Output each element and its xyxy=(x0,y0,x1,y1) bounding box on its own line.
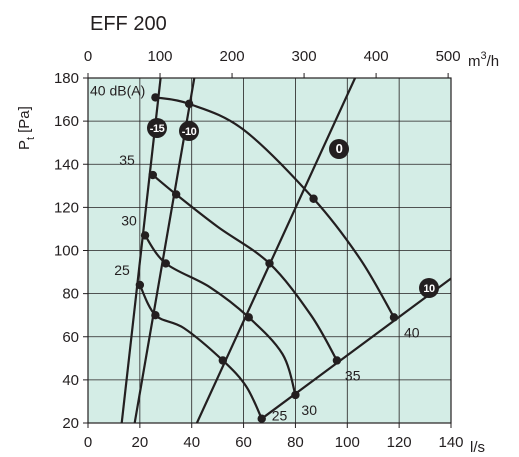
x-tick-label: 40 xyxy=(183,434,200,451)
top-tick-label: 500 xyxy=(436,48,461,65)
top-tick-label: 200 xyxy=(220,48,245,65)
data-point xyxy=(218,356,228,365)
y-tick-label: 120 xyxy=(54,199,79,216)
data-point xyxy=(184,99,194,109)
sound-label-35-right: 35 xyxy=(345,367,361,383)
data-point xyxy=(148,170,158,180)
badge-minus15 xyxy=(147,118,167,138)
x-axis-unit-label: l/s xyxy=(470,439,485,456)
top-tick-label: 400 xyxy=(364,48,389,65)
x-tick-label: 20 xyxy=(132,434,149,451)
sound-label-40: 40 dB(A) xyxy=(90,82,145,98)
badge-minus10-label: -10 xyxy=(182,126,197,138)
y-axis-label: Pt[Pa] xyxy=(16,106,37,150)
top-axis-unit-label: m3/h xyxy=(468,50,499,70)
data-point xyxy=(151,310,160,320)
y-tick-label: 180 xyxy=(54,70,79,87)
badge-0-label: 0 xyxy=(336,141,343,156)
data-point xyxy=(151,93,160,102)
chart-title: EFF 200 xyxy=(90,13,167,35)
sound-label-40-right: 40 xyxy=(404,324,420,340)
sound-label-35-left: 35 xyxy=(119,152,135,168)
y-tick-label: 160 xyxy=(54,113,79,130)
x-tick-label: 120 xyxy=(387,434,412,451)
data-point xyxy=(389,313,399,322)
data-point xyxy=(140,231,150,240)
top-tick-label: 300 xyxy=(292,48,317,65)
sound-label-30-right: 30 xyxy=(301,402,317,418)
data-point xyxy=(244,313,253,322)
y-tick-label: 100 xyxy=(54,243,79,260)
badge-10 xyxy=(419,278,439,298)
badge-0 xyxy=(329,139,349,159)
badge-minus10 xyxy=(179,121,199,141)
data-point xyxy=(309,194,318,203)
sound-label-30-left: 30 xyxy=(121,212,137,228)
system-curve-2 xyxy=(195,78,357,423)
data-point xyxy=(332,356,342,365)
sound-label-25-left: 25 xyxy=(114,262,130,278)
data-point xyxy=(257,414,266,423)
top-tick-label: 0 xyxy=(84,48,92,65)
x-tick-label: 100 xyxy=(335,434,360,451)
data-point xyxy=(161,259,170,268)
badge-10-label: 10 xyxy=(423,283,435,295)
y-tick-label: 40 xyxy=(62,372,79,389)
badge-minus15-label: -15 xyxy=(150,123,165,135)
sound-label-25-right: 25 xyxy=(272,408,288,424)
data-point xyxy=(171,190,181,199)
plot-area: 0 20 40 60 80 100 120 1402040608010012014016018… xyxy=(54,48,464,451)
top-tick-label: 100 xyxy=(148,48,173,65)
y-tick-label: 80 xyxy=(62,286,79,303)
y-tick-label: 60 xyxy=(62,329,79,346)
y-tick-label: 20 xyxy=(62,415,79,432)
y-tick-label: 140 xyxy=(54,156,79,173)
x-tick-label: 0 xyxy=(84,434,92,451)
x-tick-label: 60 xyxy=(235,434,252,451)
data-point xyxy=(265,259,274,268)
x-tick-label: 140 xyxy=(438,434,463,451)
data-point xyxy=(291,390,300,400)
x-tick-label: 80 xyxy=(287,434,304,451)
data-point xyxy=(135,280,145,290)
